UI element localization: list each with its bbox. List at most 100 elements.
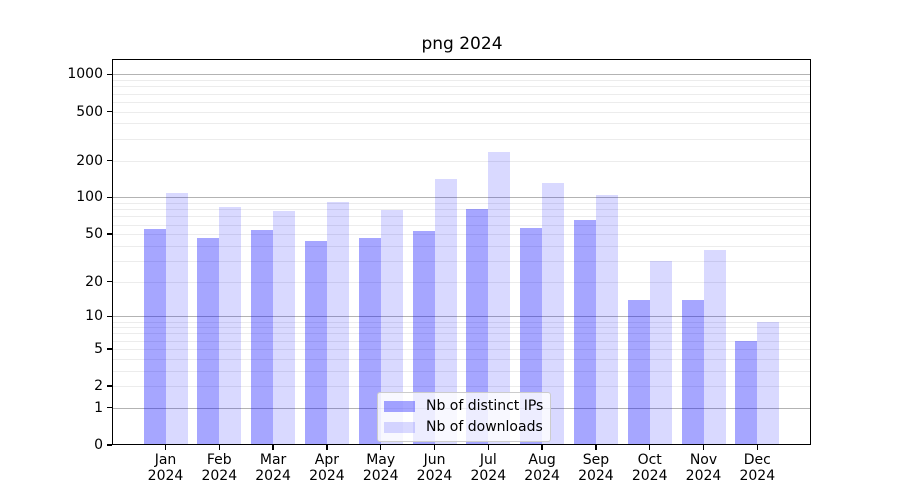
bar-ips-may: [358, 238, 381, 445]
y-axis-tick: [107, 233, 112, 235]
gridline-minor: [113, 321, 811, 323]
x-axis-tick-label: Nov 2024: [676, 452, 732, 484]
x-label-month: Aug: [528, 452, 556, 468]
legend-item-downloads: Nb of downloads: [384, 419, 543, 436]
x-label-year: 2024: [578, 468, 614, 484]
y-axis-tick-label: 500: [76, 103, 103, 120]
chart-title: png 2024: [421, 34, 503, 54]
bar-ips-mar: [251, 230, 274, 445]
gridline-minor: [113, 333, 811, 335]
gridline-minor: [113, 386, 811, 388]
legend-label-downloads: Nb of downloads: [426, 419, 543, 435]
y-axis-tick: [107, 73, 112, 75]
x-axis-tick-label: Apr 2024: [299, 452, 355, 484]
x-label-year: 2024: [201, 468, 238, 484]
x-label-month: May: [366, 452, 396, 468]
x-label-year: 2024: [362, 468, 399, 484]
x-axis-tick-label: Oct 2024: [622, 452, 678, 484]
x-axis-tick: [487, 445, 489, 450]
x-label-year: 2024: [524, 468, 560, 484]
x-axis-tick: [326, 445, 328, 450]
x-label-year: 2024: [685, 468, 722, 484]
x-axis-tick: [218, 445, 220, 450]
gridline-minor: [113, 327, 811, 329]
y-axis-tick-label: 10: [85, 308, 103, 325]
bar-downloads-sep: [595, 195, 618, 445]
y-axis-tick-label: 1: [94, 399, 103, 416]
gridline-minor: [113, 224, 811, 226]
gridline-major: [113, 316, 811, 318]
x-label-month: Mar: [259, 452, 287, 468]
x-label-month: Dec: [743, 452, 771, 468]
gridline-minor: [113, 281, 811, 283]
gridline-major: [113, 74, 811, 76]
y-axis-tick-label: 0: [94, 437, 103, 453]
gridline-minor: [113, 123, 811, 125]
bar-downloads-feb: [219, 207, 242, 445]
x-axis-tick: [380, 445, 382, 450]
y-axis-tick: [107, 110, 112, 113]
gridline-minor: [113, 340, 811, 342]
x-label-year: 2024: [255, 468, 291, 484]
bar-downloads-jan: [165, 193, 188, 445]
bar-downloads-nov: [703, 249, 726, 445]
bar-ips-jul: [466, 208, 489, 445]
legend-swatch-downloads: [384, 422, 415, 433]
x-label-month: Feb: [206, 452, 232, 468]
x-axis-tick: [756, 445, 758, 450]
x-label-year: 2024: [631, 468, 668, 484]
x-label-month: Jul: [479, 452, 497, 468]
x-axis-tick: [702, 445, 705, 450]
y-axis-tick-label: 2: [94, 378, 103, 395]
x-axis-tick: [272, 445, 274, 450]
x-axis-tick-label: May 2024: [353, 452, 409, 484]
legend-item-distinct-ips: Nb of distinct IPs: [384, 398, 543, 415]
x-label-year: 2024: [147, 468, 184, 484]
x-label-month: Oct: [637, 452, 662, 468]
y-axis-tick: [107, 444, 112, 446]
x-axis-tick-label: Jan 2024: [138, 452, 194, 484]
x-label-year: 2024: [739, 468, 776, 484]
x-axis-tick-label: Dec 2024: [729, 452, 785, 484]
gridline-minor: [113, 203, 811, 204]
bar-ips-oct: [627, 299, 650, 445]
y-axis-tick: [107, 348, 112, 350]
y-axis-tick: [107, 159, 112, 162]
x-axis-tick-label: Aug 2024: [514, 452, 570, 484]
gridline-minor: [113, 245, 811, 247]
y-axis-tick-label: 5: [94, 340, 103, 357]
bar-ips-jun: [412, 231, 435, 445]
y-axis-tick-label: 20: [85, 273, 103, 290]
bar-downloads-may: [380, 209, 403, 445]
x-label-month: Jan: [154, 452, 177, 468]
x-label-month: Apr: [314, 452, 339, 468]
legend: Nb of distinct IPs Nb of downloads: [377, 392, 552, 442]
gridline-minor: [113, 260, 811, 262]
gridline-minor: [113, 101, 811, 103]
bar-ips-nov: [681, 299, 704, 445]
bar-downloads-oct: [649, 260, 672, 445]
y-axis-tick-label: 50: [85, 226, 103, 243]
y-axis-tick: [107, 315, 112, 318]
gridline-major: [113, 197, 811, 199]
bar-downloads-jun: [434, 179, 457, 445]
gridline-minor: [113, 86, 811, 88]
x-label-month: Jun: [423, 452, 446, 468]
x-axis-tick-label: Sep 2024: [568, 452, 624, 484]
y-axis-tick: [107, 385, 112, 387]
x-axis-tick: [595, 445, 597, 450]
gridline-minor: [113, 160, 811, 162]
x-axis-tick-label: Feb 2024: [191, 452, 247, 484]
bar-downloads-mar: [273, 211, 296, 445]
gridline-minor: [113, 348, 811, 350]
y-axis-tick-label: 200: [76, 152, 103, 169]
y-axis-tick: [107, 407, 112, 409]
gridline-minor: [113, 93, 811, 95]
gridline-minor: [113, 111, 811, 113]
plot-area: [113, 60, 811, 445]
gridline-minor: [113, 209, 811, 211]
x-axis-tick-label: Mar 2024: [245, 452, 301, 484]
gridline-minor: [113, 358, 811, 360]
x-axis-tick-label: Jun 2024: [407, 452, 463, 484]
